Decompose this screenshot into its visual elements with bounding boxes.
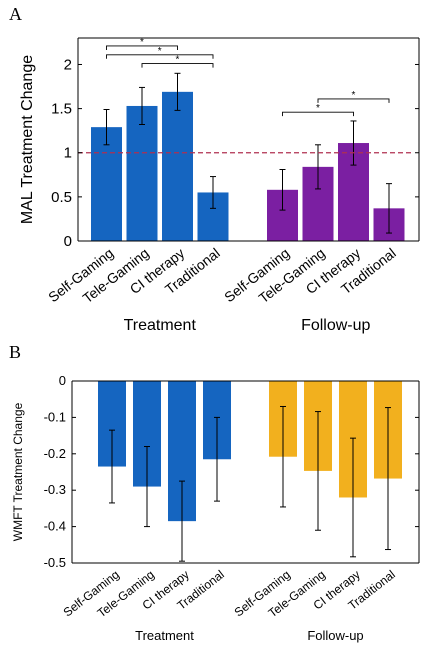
y-tick-label: -0.5 [44, 555, 66, 570]
group-label: Follow-up [301, 317, 370, 334]
significance-star: * [316, 103, 320, 114]
significance-bracket [317, 98, 390, 103]
significance-star: * [158, 46, 162, 57]
y-tick-label: -0.3 [44, 482, 66, 497]
significance-star: * [140, 37, 144, 48]
bar [162, 91, 193, 241]
panel-letter: A [9, 4, 22, 24]
significance-bracket [141, 63, 214, 68]
y-tick-label: 0 [59, 373, 66, 388]
y-tick-label: 0.5 [51, 189, 72, 206]
y-axis-label: MAL Treatment Change [19, 55, 36, 224]
y-tick-label: 2 [64, 56, 72, 73]
y-tick-label: 0 [64, 233, 72, 250]
significance-bracket [106, 54, 214, 59]
group-label: Treatment [135, 628, 194, 643]
panel-b: B Self-Gaming Tele-Gaming CI therapy Traditi… [0, 336, 432, 653]
significance-star: * [176, 55, 180, 66]
panel-letter: B [9, 342, 21, 362]
y-axis-label: WMFT Treatment Change [11, 402, 25, 541]
y-tick-label: 1.5 [51, 101, 72, 118]
y-tick-label: -0.1 [44, 409, 66, 424]
group-label: Follow-up [307, 628, 363, 643]
y-tick-label: -0.2 [44, 446, 66, 461]
y-tick-label: 1 [64, 145, 72, 162]
y-tick-label: -0.4 [44, 519, 66, 534]
significance-bracket [282, 111, 354, 117]
significance-star: * [352, 90, 356, 101]
bar [91, 127, 122, 241]
bar [126, 105, 158, 241]
significance-bracket [106, 45, 178, 50]
panel-a: A Self-Gaming Tele-Gaming CI therapy Traditi… [9, 4, 420, 334]
group-label: Treatment [124, 317, 197, 334]
